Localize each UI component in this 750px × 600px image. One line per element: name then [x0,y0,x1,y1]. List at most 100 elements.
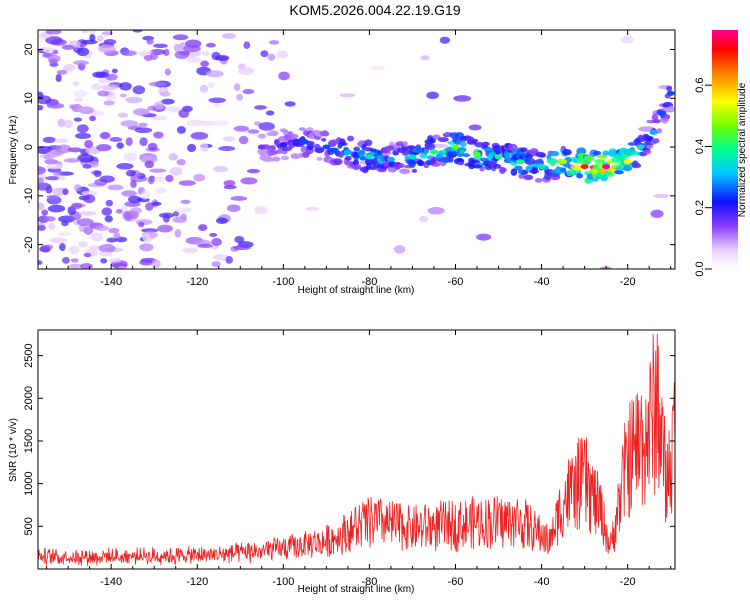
spectrogram-cell [221,33,237,39]
spectrogram-cell [99,251,113,257]
spectrogram-peak [343,149,352,155]
spectrogram-cell [594,159,605,164]
spectrogram-cell [265,110,275,116]
snr-y-label: SNR (10 * v/v) [8,418,19,482]
spectrogram-cell [162,213,171,223]
spectrogram-cell [182,247,198,254]
spectrogram-peak [300,139,309,145]
spectrogram-cell [68,263,83,269]
spectrogram-cell [200,60,209,67]
spectrogram-peak [473,151,482,157]
spectrogram-cell [493,163,502,169]
spectrogram-cell [107,184,124,191]
spectrogram-cell [103,39,117,45]
spectrogram-cell [119,93,128,98]
spectrogram-cell [101,207,113,216]
spectrogram-cell [333,147,339,154]
x-tick-label: -120 [186,276,208,288]
spectrogram-peak [516,159,525,165]
x-tick-label: -20 [620,276,636,288]
spectrogram-cell [417,159,424,167]
spectrogram-cell [125,137,133,146]
spectrogram-cell [344,155,352,161]
spectrogram-y-label: Frequency (Hz) [8,116,19,185]
spectrogram-cell [83,252,92,258]
spectrogram-cell [476,233,492,241]
spectrogram-cell [141,228,159,233]
colorbar-tick-label: 0.4 [694,139,706,154]
y-tick-label: 10 [23,92,35,104]
spectrogram-cell [471,159,481,164]
spectrogram-cell [260,50,269,58]
spectrogram-cell [146,39,154,45]
spectrogram-cell [651,113,659,122]
spectrogram-cell [212,119,230,126]
snr-panel: -140 -120 -100 -80 -60 -40 -20 500 1000 1500 2000… [8,329,676,595]
spectrogram-cell [280,155,290,161]
spectrogram-cell [359,166,369,173]
x-tick-label: -40 [534,576,550,588]
x-tick-label: -120 [186,576,208,588]
spectrogram-cell [76,47,90,57]
spectrogram-cell [108,227,120,234]
spectrogram-cell [82,164,92,169]
spectrogram-cell [614,170,624,175]
spectrogram-peak [623,159,632,165]
spectrogram-cell [518,169,529,175]
spectrogram-cell [98,44,116,53]
y-tick-label: -10 [23,188,35,204]
spectrogram-cell [132,108,150,116]
spectrogram-cell [57,118,66,128]
spectrogram-cell [278,71,290,81]
spectrogram-cell [207,81,215,89]
spectrogram-cell [94,225,109,232]
spectrogram-cell [222,136,236,142]
spectrogram-cell [364,139,373,147]
spectrogram-cell [205,70,224,78]
spectrogram-cell [82,194,96,204]
spectrogram-cell [399,168,410,175]
spectrogram-cell [46,194,60,199]
spectrogram-cell [393,244,406,254]
spectrogram-cell [411,168,418,173]
spectrogram-cell [169,166,183,176]
spectrogram-cell [62,256,70,264]
spectrogram-cell [180,213,187,220]
spectrogram-cell [319,130,330,137]
spectrogram-cell [78,107,87,113]
spectrogram-cell [75,132,91,140]
spectrogram-cell [78,211,97,216]
chart-title: KOM5.2026.004.22.19.G19 [289,2,461,18]
spectrogram-cell [321,138,327,142]
spectrogram-peak [636,144,645,150]
spectrogram-cell [46,102,65,109]
spectrogram-cell [83,226,94,235]
spectrogram-cell [38,166,46,175]
spectrogram-cell [279,128,287,133]
x-tick-label: -100 [272,576,294,588]
spectrogram-cell [205,42,216,48]
spectrogram-cell [81,190,98,197]
spectrogram-cell [116,142,124,149]
spectrogram-cell [165,174,174,183]
spectrogram-cell [151,259,161,268]
spectrogram-cell [431,143,449,148]
spectrogram-cell [448,155,454,163]
spectrogram-cell [316,157,323,161]
spectrogram-cell [45,176,59,181]
spectrogram-cell [89,115,96,122]
spectrogram-cell [471,138,479,143]
spectrogram-cell [429,159,437,164]
y-tick-label: -20 [23,237,35,253]
spectrogram-cell [243,41,251,49]
spectrogram-cell [437,137,449,143]
spectrogram-cell [73,60,89,66]
spectrogram-cell [174,50,189,60]
spectrogram-cell [238,135,249,145]
spectrogram-cell [121,190,137,197]
spectrogram-cell [339,138,346,146]
spectrogram-cell [38,260,43,265]
spectrogram-cell [550,174,561,181]
spectrogram-cell [147,142,158,151]
spectrogram-cell [116,163,134,170]
